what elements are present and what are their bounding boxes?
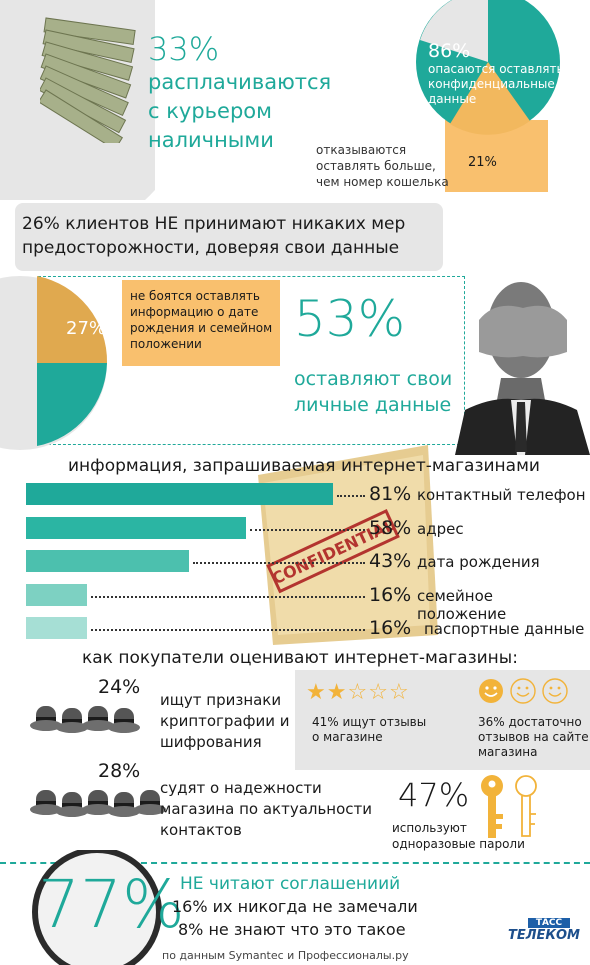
star-icon: ★ xyxy=(326,680,348,705)
bar-row: 81% контактный телефон xyxy=(26,483,586,505)
tass-telecom-logo: ТАСС ТЕЛЕКОМ xyxy=(507,918,580,943)
bar-label: контактный телефон xyxy=(417,486,586,504)
bar-leader-dots xyxy=(250,528,365,531)
refuse-caption: отказываются оставлять больше, чем номер… xyxy=(316,143,449,189)
keys-icon xyxy=(481,775,537,838)
bar-label: семейное положение xyxy=(417,586,507,623)
man-covering-eyes-image xyxy=(455,282,590,455)
bar-percent: 16% xyxy=(369,617,412,639)
bar-row: 43% дата рождения xyxy=(26,550,586,572)
keys-percent: 47% xyxy=(398,776,470,814)
star-icon: ★ xyxy=(306,680,327,705)
middle-big-percent: 53% xyxy=(294,290,406,348)
smiles-caption: 36% достаточно отзывов на сайте магазина xyxy=(478,715,589,759)
bar-percent: 81% xyxy=(369,483,412,505)
reviews-panel xyxy=(295,670,590,770)
middle-pie xyxy=(0,276,108,450)
bar-row: 16% семейное положение xyxy=(26,583,586,623)
bottom-line-2: 8% не знают что это такое xyxy=(178,920,406,939)
section-divider xyxy=(0,862,590,864)
stars-caption: 41% ищут отзывы о магазине xyxy=(312,715,427,744)
bar-percent: 16% xyxy=(369,583,412,606)
hats-2-caption: судят о надежности магазина по актуально… xyxy=(160,779,373,839)
star-icon: ☆ xyxy=(388,680,410,705)
top-left-caption: расплачиваются с курьером наличными xyxy=(148,70,332,152)
warning-banner xyxy=(15,203,443,271)
star-icon: ☆ xyxy=(368,680,389,705)
money-fan-image xyxy=(40,17,136,143)
top-left-percent: 33% xyxy=(148,30,220,68)
bar-leader-dots xyxy=(337,495,365,497)
warning-banner-text: 26% клиентов НЕ принимают никаких мер пр… xyxy=(22,214,406,258)
middle-big-caption: оставляют свои личные данные xyxy=(294,368,453,416)
bar xyxy=(26,516,246,539)
bar-row: 16% паспортные данные xyxy=(26,617,586,639)
top-right-pie-percent: 86% xyxy=(428,40,471,62)
bottom-title: НЕ читают соглашениий xyxy=(180,874,401,894)
middle-caption-box xyxy=(122,280,280,366)
ratings-title: как покупатели оценивают интернет-магази… xyxy=(82,648,518,668)
star-icon: ☆ xyxy=(347,680,369,705)
bottom-big-percent: 77% xyxy=(38,866,185,943)
bar-leader-dots xyxy=(91,595,365,598)
magnifier-icon xyxy=(32,850,162,965)
bar-percent: 43% xyxy=(369,550,412,572)
hats-row-2 xyxy=(30,784,170,824)
bar-leader-dots xyxy=(193,562,365,564)
refuse-box-percent: 21% xyxy=(468,155,497,170)
smiley-icons xyxy=(479,678,568,704)
hats-1-percent: 24% xyxy=(98,676,141,698)
top-right-pie xyxy=(416,0,560,135)
bottom-line-1: 16% их никогда не замечали xyxy=(172,897,418,916)
bar xyxy=(26,483,333,505)
bar-label: адрес xyxy=(417,519,464,538)
bar xyxy=(26,617,87,639)
bar-label: паспортные данные xyxy=(424,620,585,638)
bar xyxy=(26,583,87,606)
hats-2-percent: 28% xyxy=(98,760,141,782)
bar-leader-dots xyxy=(91,629,365,631)
middle-caption: не боятся оставлять информацию о дате ро… xyxy=(130,289,273,351)
hats-1-caption: ищут признаки криптографии и шифрования xyxy=(160,691,290,751)
middle-pie-percent: 27% xyxy=(66,318,107,339)
source-note: по данным Symantec и Профессионалы.ру xyxy=(162,949,409,962)
rating-stars: ★★☆☆☆ xyxy=(306,680,410,705)
hats-row-1 xyxy=(30,700,150,740)
bars-title: информация, запрашиваемая интернет-магаз… xyxy=(68,456,540,476)
bar-percent: 58% xyxy=(369,516,412,539)
keys-caption: используют одноразовые пароли xyxy=(392,821,525,851)
bar-label: дата рождения xyxy=(417,553,540,571)
bar-row: 58% адрес xyxy=(26,516,586,539)
bar xyxy=(26,550,189,572)
top-right-pie-caption: опасаются оставлять конфиденциальные дан… xyxy=(428,62,564,106)
